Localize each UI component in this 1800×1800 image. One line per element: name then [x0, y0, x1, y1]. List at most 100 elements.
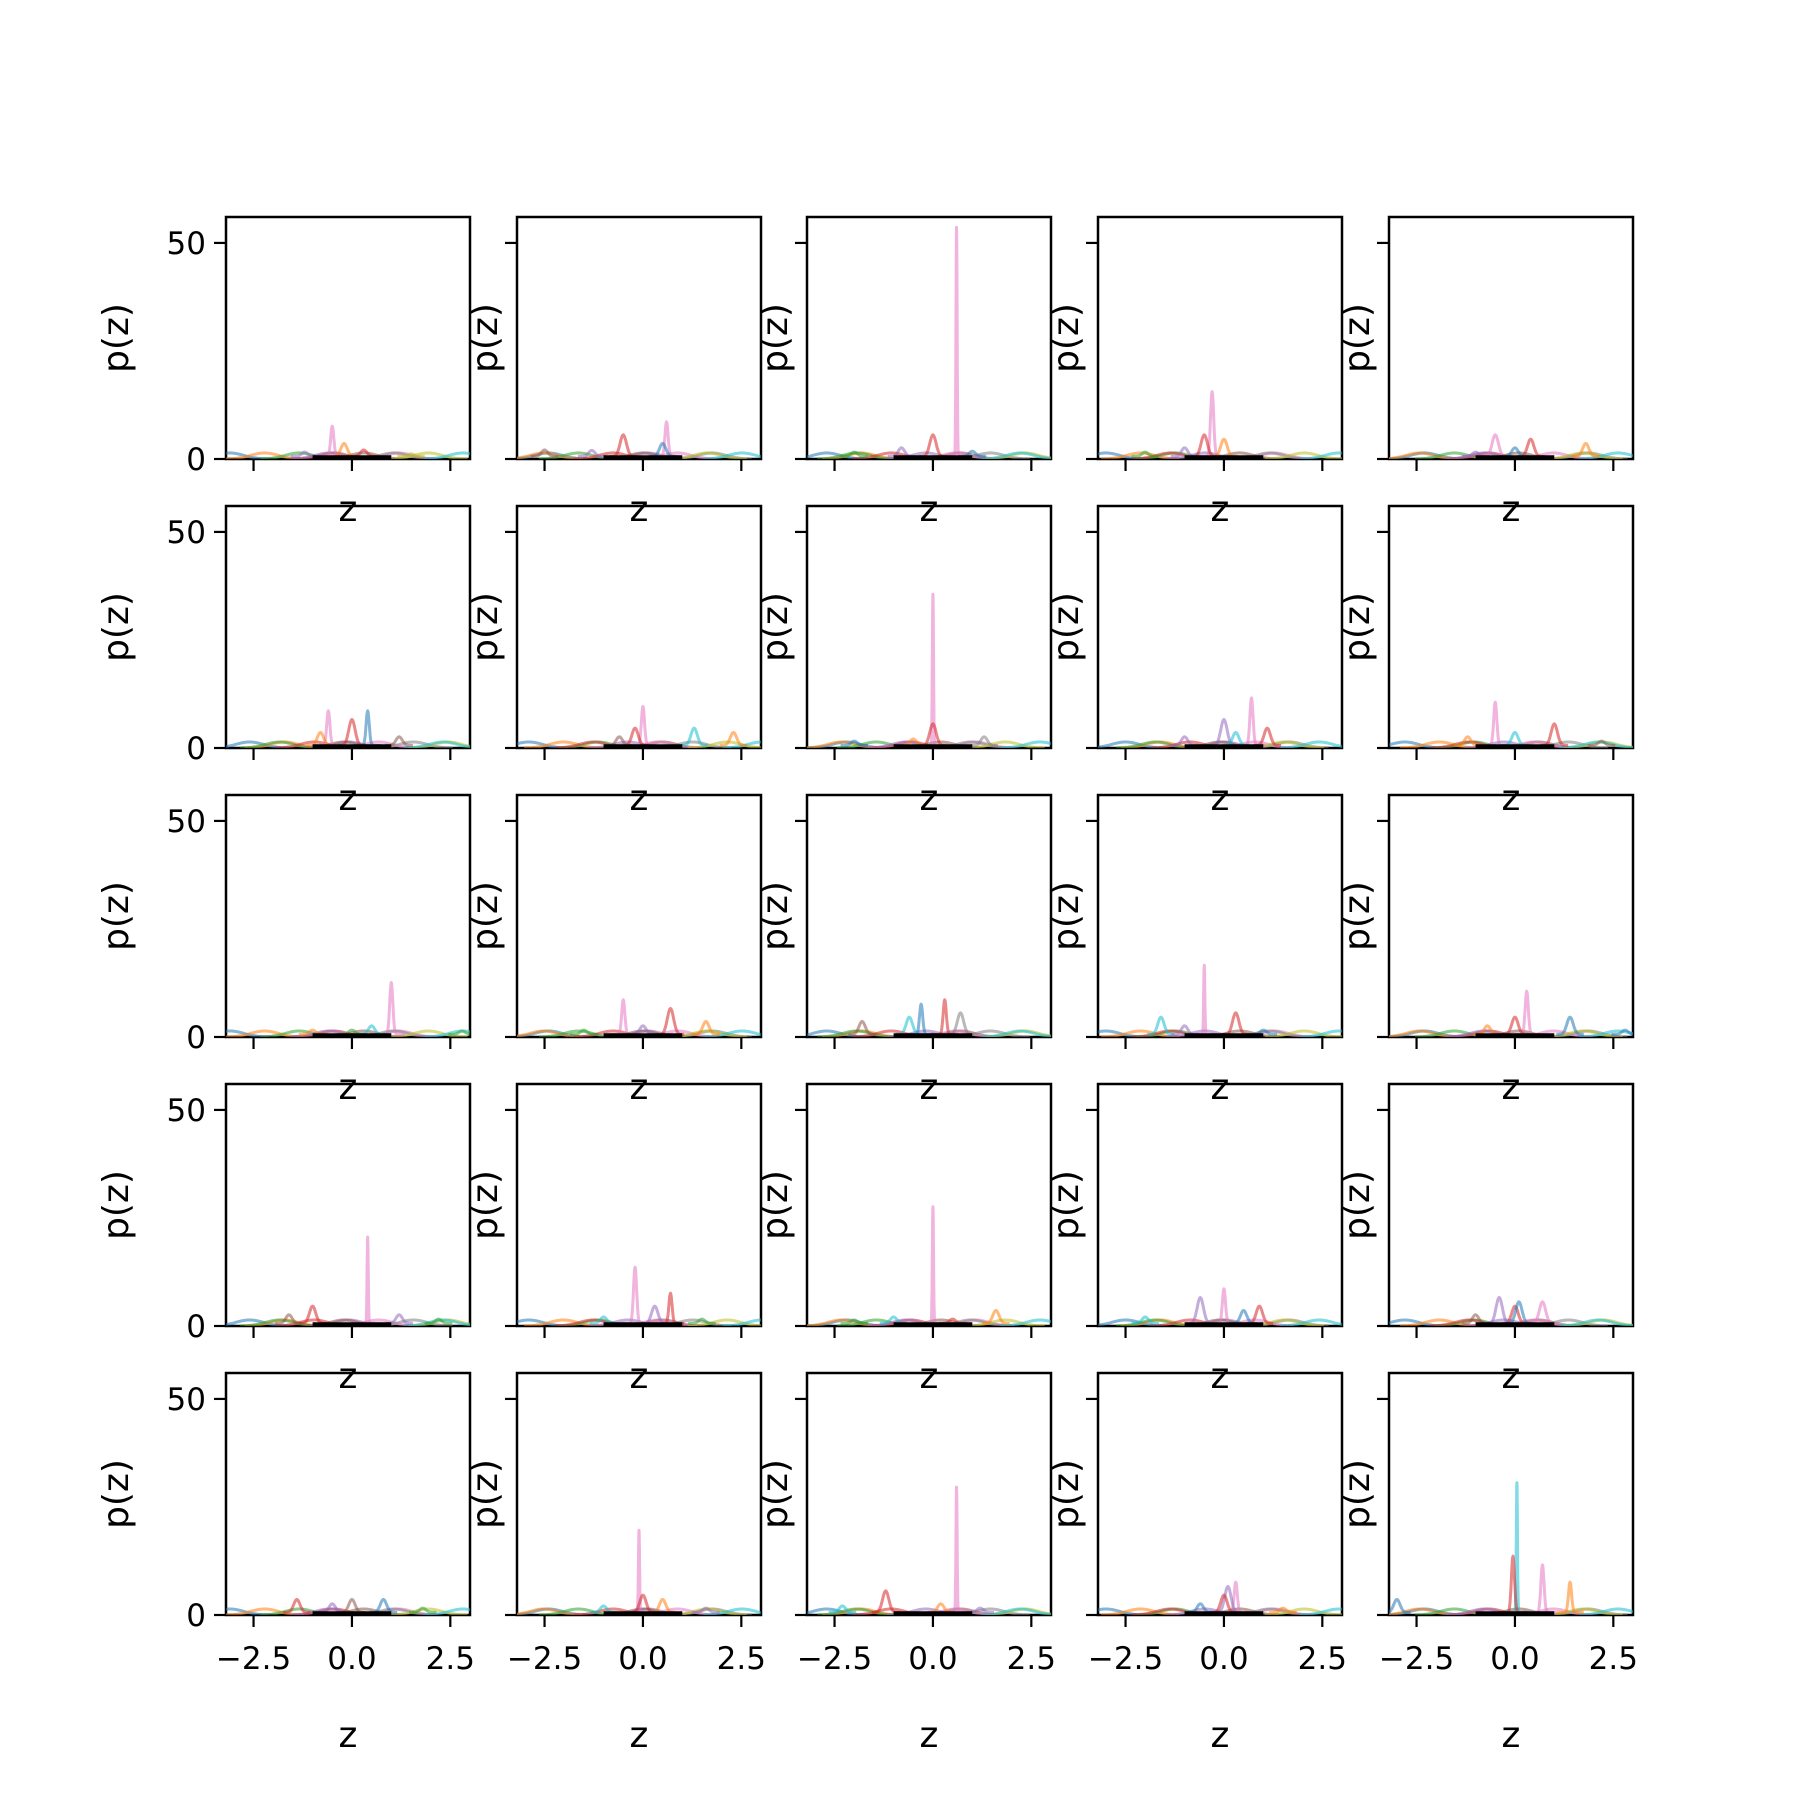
- plot-area: [517, 420, 761, 459]
- plot-area: [226, 981, 470, 1037]
- pdf-curve-peak: [691, 1606, 720, 1614]
- pdf-curve-peak: [577, 448, 606, 458]
- x-axis-label: z: [630, 489, 649, 530]
- axes-frame: [1387, 1082, 1635, 1328]
- pdf-curve-peak: [448, 1029, 470, 1036]
- axes-frame: [805, 504, 1053, 750]
- plot-area: [1098, 1580, 1342, 1615]
- pdf-curve-peak: [1389, 1597, 1411, 1614]
- y-axis-label: p(z): [755, 1170, 796, 1240]
- y-axis-label: p(z): [96, 881, 137, 951]
- pdf-curve-peak: [1571, 441, 1600, 458]
- subplot-2-4: z p(z): [1046, 504, 1344, 819]
- pdf-curve-peak: [691, 1019, 720, 1036]
- x-axis-label: z: [339, 1067, 358, 1108]
- subplot-3-5: z p(z): [1337, 793, 1635, 1108]
- axes-frame: [1096, 504, 1344, 750]
- axes-frame: [805, 215, 1053, 461]
- y-axis-label: p(z): [755, 1459, 796, 1529]
- pdf-curve-peak: [1611, 1028, 1633, 1036]
- axes-frame: [224, 1371, 472, 1617]
- pdf-curve-peak: [919, 592, 947, 747]
- x-tick-label: −2.5: [797, 1641, 872, 1677]
- pdf-curve-background: [980, 1029, 1051, 1037]
- axes-frame: [515, 215, 763, 461]
- pdf-curve-peak: [942, 225, 971, 458]
- subplot-3-3: z p(z): [755, 793, 1053, 1108]
- subplot-2-5: z p(z): [1337, 504, 1635, 819]
- x-axis-label: z: [920, 1067, 939, 1108]
- pdf-curve-background: [1558, 1318, 1633, 1326]
- x-axis-label: z: [1502, 489, 1521, 530]
- subplot-1-4: z p(z): [1046, 215, 1344, 530]
- y-tick-label: 0: [186, 1020, 206, 1056]
- plot-area: [226, 424, 470, 459]
- x-tick-label: 0.0: [1490, 1641, 1539, 1677]
- pdf-curve-background: [1264, 451, 1342, 459]
- subplot-4-4: z p(z): [1046, 1082, 1344, 1397]
- axes-frame: [224, 793, 472, 1039]
- pdf-curve-peak: [1210, 1287, 1238, 1325]
- pdf-curve-peak: [424, 1317, 453, 1325]
- pdf-curve-background: [226, 1029, 270, 1037]
- x-tick-label: 0.0: [1199, 1641, 1248, 1677]
- pdf-curve-peak: [377, 981, 406, 1036]
- pdf-curve-background: [226, 1607, 270, 1615]
- axes-frame: [1096, 1371, 1344, 1617]
- subplot-3-1: 0 50 z p(z): [96, 793, 472, 1108]
- subplot-1-1: 0 50 z p(z): [96, 215, 472, 530]
- pdf-curve-background: [517, 1607, 584, 1615]
- pdf-curve-peak: [353, 1235, 382, 1325]
- x-axis-label: z: [920, 1356, 939, 1397]
- plot-area: [807, 998, 1051, 1037]
- y-axis-label: p(z): [1337, 1459, 1378, 1529]
- pdf-curve-peak: [1499, 1554, 1527, 1614]
- pdf-curve-peak: [1131, 1315, 1160, 1325]
- x-axis-label: z: [1502, 1715, 1521, 1756]
- subplot-2-1: 0 50 z p(z): [96, 504, 472, 819]
- axes-frame: [1387, 504, 1635, 750]
- x-axis-label: z: [1211, 1715, 1230, 1756]
- pdf-curve-peak: [314, 709, 343, 747]
- x-axis-label: z: [630, 778, 649, 819]
- subplot-5-1: 0 50 −2.5 0.0 2.5 z p(z): [96, 1371, 475, 1756]
- y-axis-label: p(z): [1337, 881, 1378, 951]
- plot-area: [807, 225, 1051, 459]
- pdf-curve-background: [1299, 1607, 1342, 1615]
- plot-area: [1389, 1296, 1633, 1326]
- x-axis-label: z: [630, 1715, 649, 1756]
- subplot-3-4: z p(z): [1046, 793, 1344, 1108]
- x-tick-label: 2.5: [717, 1641, 766, 1677]
- pdf-curve-background: [1578, 1607, 1633, 1615]
- pdf-curve-peak: [1513, 989, 1541, 1036]
- pdf-curve-peak: [1146, 1015, 1176, 1036]
- axes-frame: [1096, 215, 1344, 461]
- plot-area: [1389, 433, 1633, 459]
- x-axis-label: z: [920, 778, 939, 819]
- x-tick-label: 2.5: [1589, 1641, 1638, 1677]
- pdf-curve-background: [388, 1029, 468, 1037]
- x-axis-label: z: [630, 1356, 649, 1397]
- pdf-curve-background: [1279, 1318, 1342, 1326]
- y-axis-label: p(z): [755, 592, 796, 662]
- plot-area: [1098, 1287, 1342, 1326]
- pdf-curve-peak: [609, 998, 637, 1036]
- x-tick-label: 2.5: [1298, 1641, 1347, 1677]
- pdf-curve-background: [517, 1029, 584, 1037]
- plot-area: [807, 1485, 1051, 1615]
- pdf-curve-background: [1264, 1029, 1342, 1037]
- y-tick-label: 50: [167, 1382, 206, 1418]
- pdf-curve-background: [1000, 740, 1051, 748]
- x-axis-label: z: [339, 1715, 358, 1756]
- y-tick-label: 50: [167, 515, 206, 551]
- subplot-5-4: −2.5 0.0 2.5 z p(z): [1046, 1371, 1347, 1756]
- pdf-curve-peak: [621, 1265, 649, 1325]
- pdf-curve-background: [388, 451, 468, 459]
- pdf-curve-peak: [981, 1308, 1010, 1325]
- pdf-curve-background: [1299, 1029, 1342, 1037]
- axes-frame: [224, 1082, 472, 1328]
- pdf-curve-peak: [396, 452, 426, 458]
- x-tick-label: −2.5: [216, 1641, 291, 1677]
- pdf-curve-peak: [1528, 1563, 1557, 1614]
- pdf-curve-background: [722, 740, 761, 748]
